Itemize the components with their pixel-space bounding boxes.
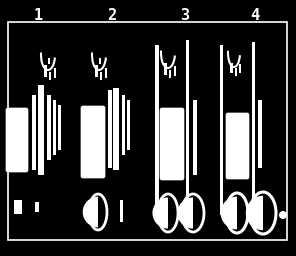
Bar — [108, 90, 112, 168]
Bar — [32, 95, 36, 170]
Bar — [120, 200, 123, 222]
Bar — [8, 22, 287, 240]
Bar — [105, 68, 107, 78]
Bar — [127, 100, 130, 150]
Bar — [14, 200, 22, 214]
Bar — [49, 72, 51, 80]
FancyBboxPatch shape — [226, 113, 249, 179]
Bar — [230, 63, 233, 73]
Bar — [174, 66, 176, 76]
Bar — [155, 45, 159, 220]
Wedge shape — [246, 196, 263, 230]
Wedge shape — [152, 197, 168, 229]
FancyBboxPatch shape — [160, 108, 184, 180]
Bar — [122, 95, 125, 155]
Bar — [44, 65, 47, 77]
Bar — [169, 70, 171, 78]
Bar — [53, 100, 56, 155]
Bar — [54, 68, 56, 78]
Wedge shape — [177, 197, 193, 229]
FancyBboxPatch shape — [6, 108, 28, 172]
Bar — [164, 63, 167, 75]
Bar — [239, 64, 241, 73]
Bar — [95, 65, 98, 77]
Text: 2: 2 — [107, 8, 117, 23]
Bar — [58, 105, 61, 150]
Bar — [47, 95, 51, 160]
Bar — [38, 85, 44, 175]
Bar — [99, 58, 101, 64]
Wedge shape — [221, 197, 237, 229]
Circle shape — [279, 211, 287, 219]
Text: 4: 4 — [250, 8, 260, 23]
Bar — [186, 40, 189, 225]
FancyBboxPatch shape — [81, 106, 105, 178]
Bar — [193, 100, 197, 175]
Text: 3: 3 — [181, 8, 189, 23]
Bar — [258, 100, 262, 168]
Text: 1: 1 — [33, 8, 43, 23]
Bar — [48, 58, 50, 64]
Bar — [35, 202, 39, 212]
Bar — [220, 45, 223, 215]
Bar — [235, 68, 237, 76]
Bar — [252, 42, 255, 220]
Bar — [100, 72, 102, 80]
Wedge shape — [83, 197, 98, 227]
Bar — [113, 88, 119, 170]
